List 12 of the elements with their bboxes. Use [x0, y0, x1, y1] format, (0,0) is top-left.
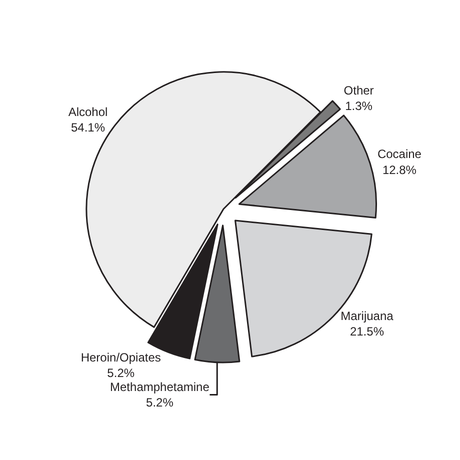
data-label: 5.2% — [146, 396, 174, 410]
slice-label: Other — [344, 83, 374, 98]
data-label: 54.1% — [70, 120, 106, 134]
slice-label: Heroin/Opiates — [80, 350, 161, 364]
slice-label: Methamphetamine — [110, 380, 210, 394]
data-label: 1.3% — [345, 98, 373, 113]
data-label: 5.2% — [107, 366, 135, 380]
slice-label: Alcohol — [68, 104, 108, 119]
data-label: 21.5% — [350, 324, 384, 338]
data-label: 12.8% — [382, 162, 417, 177]
slice-label: Marijuana — [340, 308, 394, 323]
slice-label: Cocaine — [377, 147, 422, 162]
